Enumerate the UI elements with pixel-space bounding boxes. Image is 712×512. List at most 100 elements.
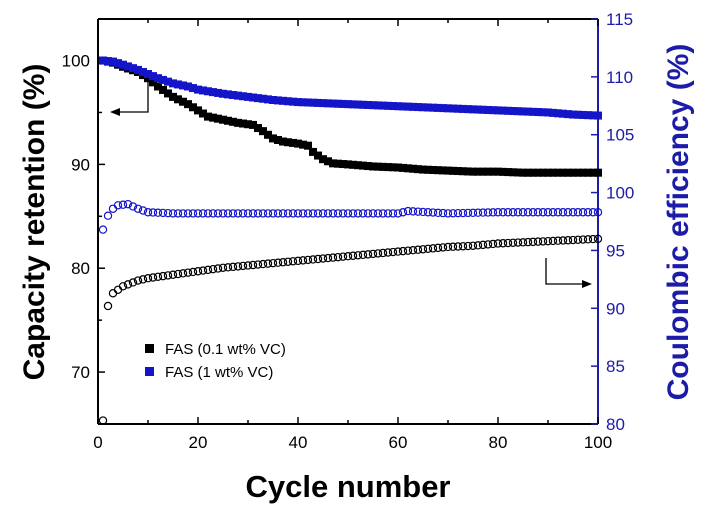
series-2-point-80 (498, 239, 508, 248)
series-3-point-71 (453, 208, 463, 218)
series-1-point-89 (544, 108, 552, 117)
series-0-point-37 (284, 138, 292, 147)
series-3-point-85 (523, 208, 533, 217)
series-1-point-0 (99, 56, 107, 65)
series-3-point-61 (403, 206, 413, 216)
series-2-point-37 (283, 257, 293, 266)
series-0-point-35 (274, 135, 282, 144)
series-1-point-55 (374, 101, 382, 110)
series-1-point-65 (424, 103, 432, 112)
series-3-point-12 (158, 208, 168, 218)
series-2-point-41 (303, 255, 313, 265)
series-3-point-95 (573, 208, 583, 217)
series-3-point-46 (328, 209, 338, 218)
series-0-point-36 (279, 137, 287, 146)
series-0-point-32 (259, 127, 267, 136)
series-0-point-55 (374, 162, 382, 171)
legend-marker-0 (145, 344, 154, 353)
series-3-point-21 (203, 209, 213, 218)
series-3-point-92 (558, 208, 568, 217)
series-3-point-78 (488, 208, 498, 217)
series-1-point-76 (479, 105, 487, 114)
y-left-tick-label-0: 70 (71, 363, 90, 382)
series-1-point-56 (379, 101, 387, 110)
series-1-point-95 (574, 110, 582, 119)
series-0-point-41 (304, 141, 312, 150)
series-2-point-13 (163, 271, 173, 280)
series-3-point-4 (118, 200, 128, 209)
series-2-point-8 (138, 275, 148, 284)
series-3-point-52 (358, 209, 368, 218)
series-0-point-40 (299, 140, 307, 149)
series-2-point-51 (353, 251, 363, 260)
series-3-point-26 (228, 209, 238, 218)
series-1-point-98 (589, 111, 597, 120)
series-1-point-71 (454, 104, 462, 113)
series-0-point-67 (434, 166, 442, 175)
series-0-point-76 (479, 167, 487, 176)
series-1-point-25 (224, 90, 232, 99)
series-3-point-57 (383, 209, 393, 218)
series-2-point-52 (358, 250, 368, 260)
series-3-point-83 (513, 208, 523, 217)
series-1-point-9 (144, 70, 152, 79)
series-2-point-69 (443, 242, 453, 252)
y-left-tick-label-1: 80 (71, 259, 90, 278)
series-2-point-63 (413, 245, 423, 254)
series-2-point-11 (153, 272, 163, 282)
series-2-point-59 (393, 247, 403, 256)
x-tick-label-1: 20 (189, 433, 208, 452)
series-3-point-99 (593, 208, 603, 217)
series-0-point-56 (379, 162, 387, 171)
series-0-point-50 (349, 160, 357, 169)
series-0-point-84 (519, 168, 527, 177)
series-2-point-25 (223, 263, 233, 272)
x-tick-label-3: 60 (389, 433, 408, 452)
series-3-point-20 (198, 209, 208, 218)
series-0-point-60 (399, 163, 407, 172)
series-1-point-75 (474, 105, 482, 114)
y-axis-left-ticks: 70 80 90 100 (62, 52, 105, 425)
series-1-point-47 (334, 99, 342, 108)
series-3-point-96 (578, 208, 588, 217)
series-2-point-90 (548, 236, 558, 246)
series-2-point-20 (198, 266, 208, 275)
series-3-point-84 (518, 208, 528, 217)
series-0-point-28 (239, 119, 247, 128)
series-2-point-91 (553, 236, 563, 245)
series-1-point-1 (104, 57, 112, 66)
series-0-point-14 (169, 92, 177, 101)
series-3-point-16 (178, 209, 188, 218)
series-1-point-87 (534, 108, 542, 117)
series-2-point-79 (493, 239, 503, 248)
series-2-point-66 (428, 244, 438, 253)
series-0-point-90 (549, 168, 557, 177)
series-1-point-85 (524, 107, 532, 116)
series-1-point-7 (134, 65, 142, 74)
series-2-point-78 (488, 239, 498, 249)
series-3-point-34 (268, 209, 278, 218)
series-2-point-18 (188, 267, 198, 277)
series-3-point-41 (303, 209, 313, 218)
series-0-point-95 (574, 168, 582, 177)
series-1-point-5 (124, 62, 132, 71)
series-2-point-85 (523, 237, 533, 247)
x-tick-label-2: 40 (289, 433, 308, 452)
series-1-point-15 (174, 80, 182, 89)
series-3-point-49 (343, 209, 353, 218)
series-3-point-51 (353, 209, 363, 218)
legend-label-0: FAS (0.1 wt% VC) (165, 341, 286, 358)
series-3-point-35 (273, 209, 283, 218)
series-2-point-55 (373, 249, 383, 258)
series-2-point-56 (378, 248, 388, 258)
series-3-point-33 (263, 209, 273, 218)
series-3-point-69 (443, 209, 453, 218)
series-0-point-38 (289, 138, 297, 147)
left-arrow-line (118, 82, 149, 113)
series-2-point-44 (318, 254, 328, 263)
series-1-point-61 (404, 102, 412, 111)
series-1-point-35 (274, 96, 282, 105)
series-3-point-54 (368, 209, 378, 218)
series-1-point-11 (154, 74, 162, 83)
